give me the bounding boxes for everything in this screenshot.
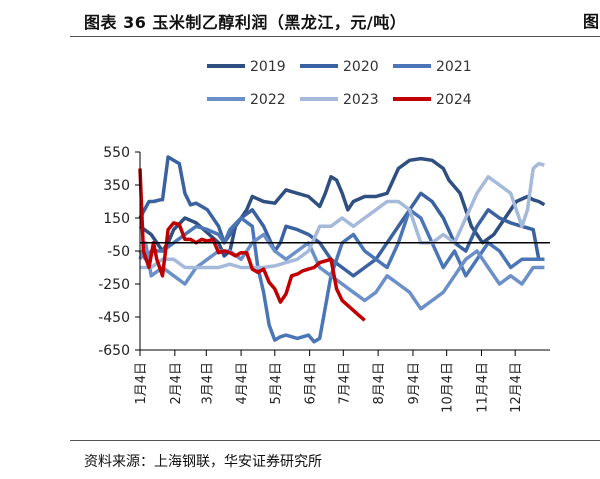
legend-item-2020: 2020 xyxy=(300,59,379,75)
x-tick-label: 10月4日 xyxy=(441,362,456,413)
x-tick-label: 3月4日 xyxy=(200,362,215,405)
series-line-2021 xyxy=(138,208,545,344)
legend-label: 2019 xyxy=(250,59,286,75)
x-tick-label: 5月4日 xyxy=(269,362,284,405)
y-tick-label: 150 xyxy=(103,211,130,227)
x-tick-label: 9月4日 xyxy=(407,362,422,405)
source-note: 资料来源：上海钢联，华安证券研究所 xyxy=(84,454,322,470)
figure-title: 图表 36 玉米制乙醇利润（黑龙江，元/吨） xyxy=(84,13,407,32)
legend-label: 2024 xyxy=(436,92,472,108)
x-tick-label: 1月4日 xyxy=(134,362,149,405)
legend-label: 2022 xyxy=(250,92,286,108)
x-tick-label: 2月4日 xyxy=(169,362,184,405)
legend-item-2023: 2023 xyxy=(300,92,379,108)
series-line-2019 xyxy=(138,156,546,258)
y-tick-label: 350 xyxy=(103,178,130,194)
chart-legend: 2019 2020 2021 2022 2023 2024 xyxy=(207,59,472,108)
x-tick-label: 12月4日 xyxy=(509,362,524,413)
series-layer xyxy=(138,155,546,344)
y-tick-label: -250 xyxy=(98,277,130,293)
y-tick-label: 550 xyxy=(103,145,130,161)
x-tick-label: 11月4日 xyxy=(475,362,490,413)
legend-label: 2023 xyxy=(343,92,379,108)
x-tick-label: 8月4日 xyxy=(372,362,387,405)
axes-layer: 550 350 150 -50 -250 -450 -650 1月4日 2月4日 3月4日 4月4日… xyxy=(98,145,550,413)
footer-divider xyxy=(70,440,600,441)
x-tick-label: 7月4日 xyxy=(337,362,352,405)
header-divider xyxy=(70,36,600,37)
series-line-2023 xyxy=(140,161,545,270)
cropped-next-title-glyph: 图 xyxy=(583,12,600,31)
series-line-2024 xyxy=(138,168,366,322)
legend-item-2024: 2024 xyxy=(393,92,472,108)
legend-label: 2020 xyxy=(343,59,379,75)
y-tick-label: -450 xyxy=(98,310,130,326)
legend-label: 2021 xyxy=(436,59,472,75)
x-tick-label: 6月4日 xyxy=(304,362,319,405)
legend-item-2022: 2022 xyxy=(207,92,286,108)
x-tick-label: 4月4日 xyxy=(235,362,250,405)
legend-item-2019: 2019 xyxy=(207,59,286,75)
y-tick-label: -50 xyxy=(107,244,130,260)
y-tick-label: -650 xyxy=(98,343,130,359)
legend-item-2021: 2021 xyxy=(393,59,472,75)
